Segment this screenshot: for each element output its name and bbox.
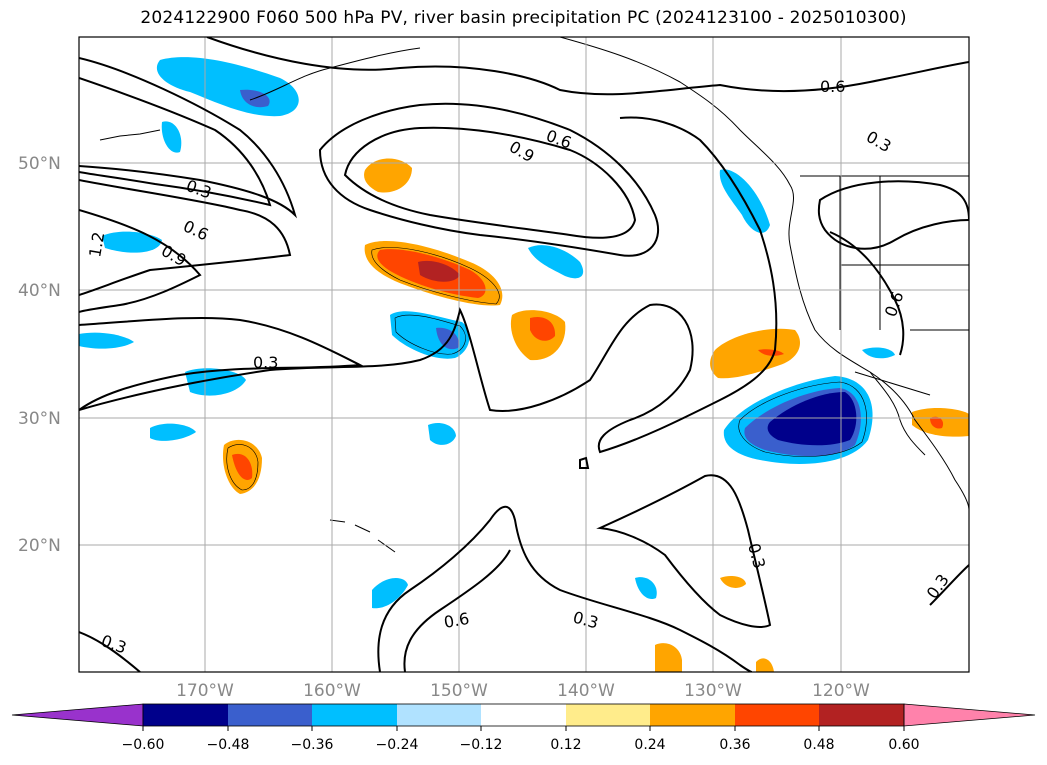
precip-blob: [232, 453, 253, 480]
precip-blob: [418, 260, 460, 282]
map-plot-area: 0.6 0.9 0.6 0.3 0.3 0.6 0.9 1.2 0.3 0.6 …: [78, 36, 970, 673]
precip-outline: [371, 247, 500, 305]
precip-blob: [862, 347, 895, 359]
colorbar-tick-label: 0.24: [634, 737, 665, 753]
lat-label: 20°N: [18, 536, 61, 556]
contour-label: 0.6: [442, 609, 470, 632]
lon-label: 140°W: [557, 681, 615, 701]
pv-contour: [817, 180, 969, 250]
precip-blob: [720, 576, 746, 588]
precip-blob: [150, 423, 196, 441]
colorbar-tick-label: 0.12: [550, 737, 581, 753]
colorbar-segment: [650, 704, 735, 726]
lat-label: 30°N: [18, 409, 61, 429]
pv-contour: [79, 116, 778, 454]
lon-label: 150°W: [430, 681, 488, 701]
coastline-islands-aleutian: [99, 129, 161, 141]
colorbar-tick-label: −0.24: [376, 737, 419, 753]
pv-contour: [79, 209, 202, 313]
lat-label: 50°N: [18, 154, 61, 174]
precip-outline: [738, 381, 867, 457]
contour-label: 0.3: [253, 353, 278, 372]
pv-contour: [79, 631, 141, 672]
coastline-north-america: [559, 37, 969, 511]
pv-contour: [377, 505, 753, 672]
colorbar-tick-label: −0.12: [460, 737, 503, 753]
lat-axis-labels: 50°N 40°N 30°N 20°N: [18, 154, 61, 556]
pv-contour: [579, 456, 590, 469]
precip-blob: [428, 423, 456, 445]
colorbar-tick-label: 0.36: [719, 737, 750, 753]
colorbar-tick-label: 0.60: [888, 737, 919, 753]
map-title: 2024122900 F060 500 hPa PV, river basin …: [140, 8, 907, 28]
colorbar-extend-high: [903, 703, 1036, 727]
precip-blob: [161, 121, 182, 153]
pv-contour-layer: [79, 37, 969, 672]
colorbar-segment: [143, 704, 228, 726]
precip-blob: [767, 392, 857, 446]
contour-label: 0.6: [820, 77, 845, 96]
pv-contour: [79, 179, 292, 296]
pv-contour: [829, 231, 905, 356]
precip-outline: [394, 314, 466, 355]
precip-fill-layer: [79, 57, 969, 672]
precip-blob: [364, 158, 412, 193]
lon-label: 160°W: [303, 681, 361, 701]
pv-contour: [596, 474, 772, 628]
pv-contour: [79, 57, 298, 219]
colorbar-tick-labels: −0.60 −0.48 −0.36 −0.24 −0.12 0.12 0.24 …: [122, 737, 920, 753]
precip-blob: [372, 578, 408, 609]
pv-contour: [403, 549, 511, 672]
colorbar-ticks: [142, 726, 905, 731]
precip-blob: [528, 245, 584, 279]
mexico-border: [854, 371, 931, 396]
precip-blob: [635, 577, 657, 600]
precip-blob: [79, 332, 134, 349]
lon-label: 130°W: [684, 681, 742, 701]
colorbar-segment: [566, 704, 650, 726]
colorbar-segment: [481, 704, 566, 726]
coastline-baja: [869, 371, 926, 456]
pv-contour: [79, 316, 364, 411]
precip-blob: [710, 328, 800, 379]
colorbar-segment: [228, 704, 312, 726]
colorbar-tick-label: 0.48: [803, 737, 834, 753]
precip-blob: [756, 658, 774, 672]
precip-outline-layer: [226, 247, 867, 491]
precip-blob: [530, 316, 556, 341]
pv-contour: [929, 564, 969, 606]
colorbar-tick-label: −0.36: [291, 737, 334, 753]
pv-contour: [343, 126, 637, 239]
colorbar-tick-label: −0.48: [207, 737, 250, 753]
lon-label: 170°W: [176, 681, 234, 701]
precip-blob: [102, 231, 162, 253]
colorbar-frame: [142, 703, 905, 727]
colorbar-segment: [735, 704, 819, 726]
precip-outline: [226, 444, 259, 491]
map-frame: [78, 36, 970, 673]
pv-contour: [206, 37, 969, 96]
state-lines: [839, 176, 969, 331]
precip-blob: [655, 643, 682, 672]
colorbar: −0.60 −0.48 −0.36 −0.24 −0.12 0.12 0.24 …: [11, 703, 1036, 753]
colorbar-segment: [312, 704, 397, 726]
precip-blob: [930, 416, 944, 429]
graticule: [79, 37, 969, 672]
precip-blob: [758, 349, 784, 356]
lat-label: 40°N: [18, 281, 61, 301]
contour-label: 1.2: [85, 230, 108, 258]
colorbar-segment: [397, 704, 481, 726]
pv-contour: [318, 102, 660, 257]
colorbar-tick-label: −0.60: [122, 737, 165, 753]
pv-contour: [79, 77, 272, 207]
colorbar-segment: [819, 704, 904, 726]
lon-axis-labels: 170°W 160°W 150°W 140°W 130°W 120°W: [176, 681, 870, 701]
lon-label: 120°W: [812, 681, 870, 701]
colorbar-extend-low: [11, 703, 144, 727]
